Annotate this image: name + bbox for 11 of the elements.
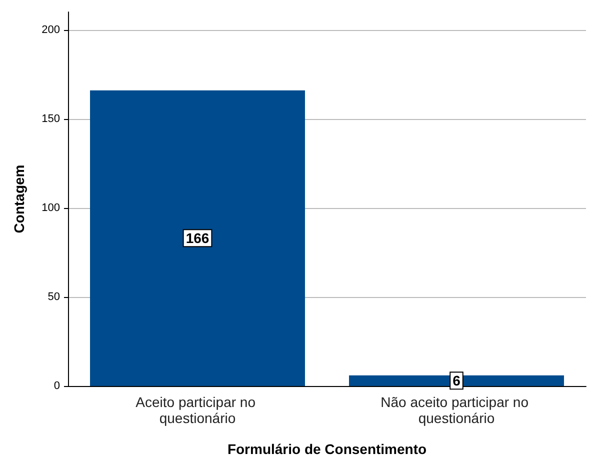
data-label: 166 (186, 230, 210, 246)
y-tick-label: 200 (42, 24, 60, 36)
x-tick-label: Não aceito participar no questionário (380, 394, 532, 426)
data-label: 6 (452, 372, 461, 389)
y-tick-label: 50 (48, 290, 60, 303)
x-axis-title: Formulário de Consentimento (227, 441, 427, 457)
y-tick-label: 100 (42, 202, 60, 214)
y-tick-label: 0 (54, 380, 60, 392)
y-tick-label: 150 (42, 112, 60, 125)
x-tick-label: Aceito participar no questionário (136, 394, 260, 426)
y-axis-title: Contagem (11, 164, 27, 234)
